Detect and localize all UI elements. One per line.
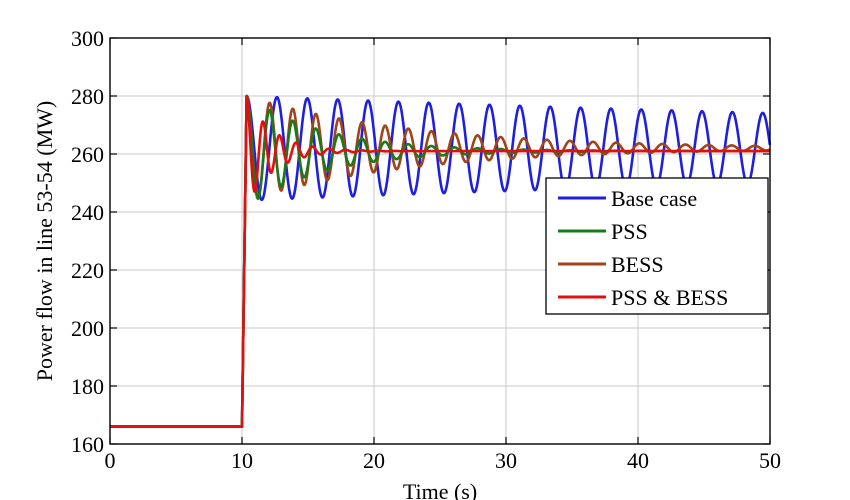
- y-tick-label: 160: [71, 432, 104, 457]
- series-line: [110, 94, 771, 428]
- plot-frame: [109, 37, 771, 445]
- legend-label: PSS & BESS: [611, 285, 728, 310]
- y-axis-label: Power flow in line 53-54 (MW): [32, 101, 57, 381]
- x-tick-label: 20: [363, 448, 385, 473]
- series-lines: [110, 94, 772, 428]
- legend-label: Base case: [611, 186, 697, 211]
- y-tick-label: 220: [71, 258, 104, 283]
- x-tick-label: 0: [105, 448, 116, 473]
- legend-label: PSS: [611, 219, 648, 244]
- legend-box: [545, 177, 769, 315]
- axis-ticks: 0 10 20 30 40 50 160 180 200 220 240 260 280 300: [71, 26, 781, 473]
- y-tick-label: 300: [71, 26, 104, 51]
- y-tick-label: 200: [71, 316, 104, 341]
- x-tick-label: 10: [231, 448, 253, 473]
- series-line: [110, 94, 771, 428]
- y-tick-label: 240: [71, 200, 104, 225]
- y-tick-label: 280: [71, 84, 104, 109]
- x-axis-label: Time (s): [403, 479, 477, 500]
- x-tick-label: 30: [495, 448, 517, 473]
- legend: Base case PSS BESS PSS & BESS: [545, 177, 769, 315]
- series-line: [110, 94, 772, 428]
- x-tick-label: 50: [759, 448, 781, 473]
- x-tick-label: 40: [627, 448, 649, 473]
- y-tick-label: 260: [71, 142, 104, 167]
- y-tick-label: 180: [71, 374, 104, 399]
- legend-label: BESS: [611, 252, 664, 277]
